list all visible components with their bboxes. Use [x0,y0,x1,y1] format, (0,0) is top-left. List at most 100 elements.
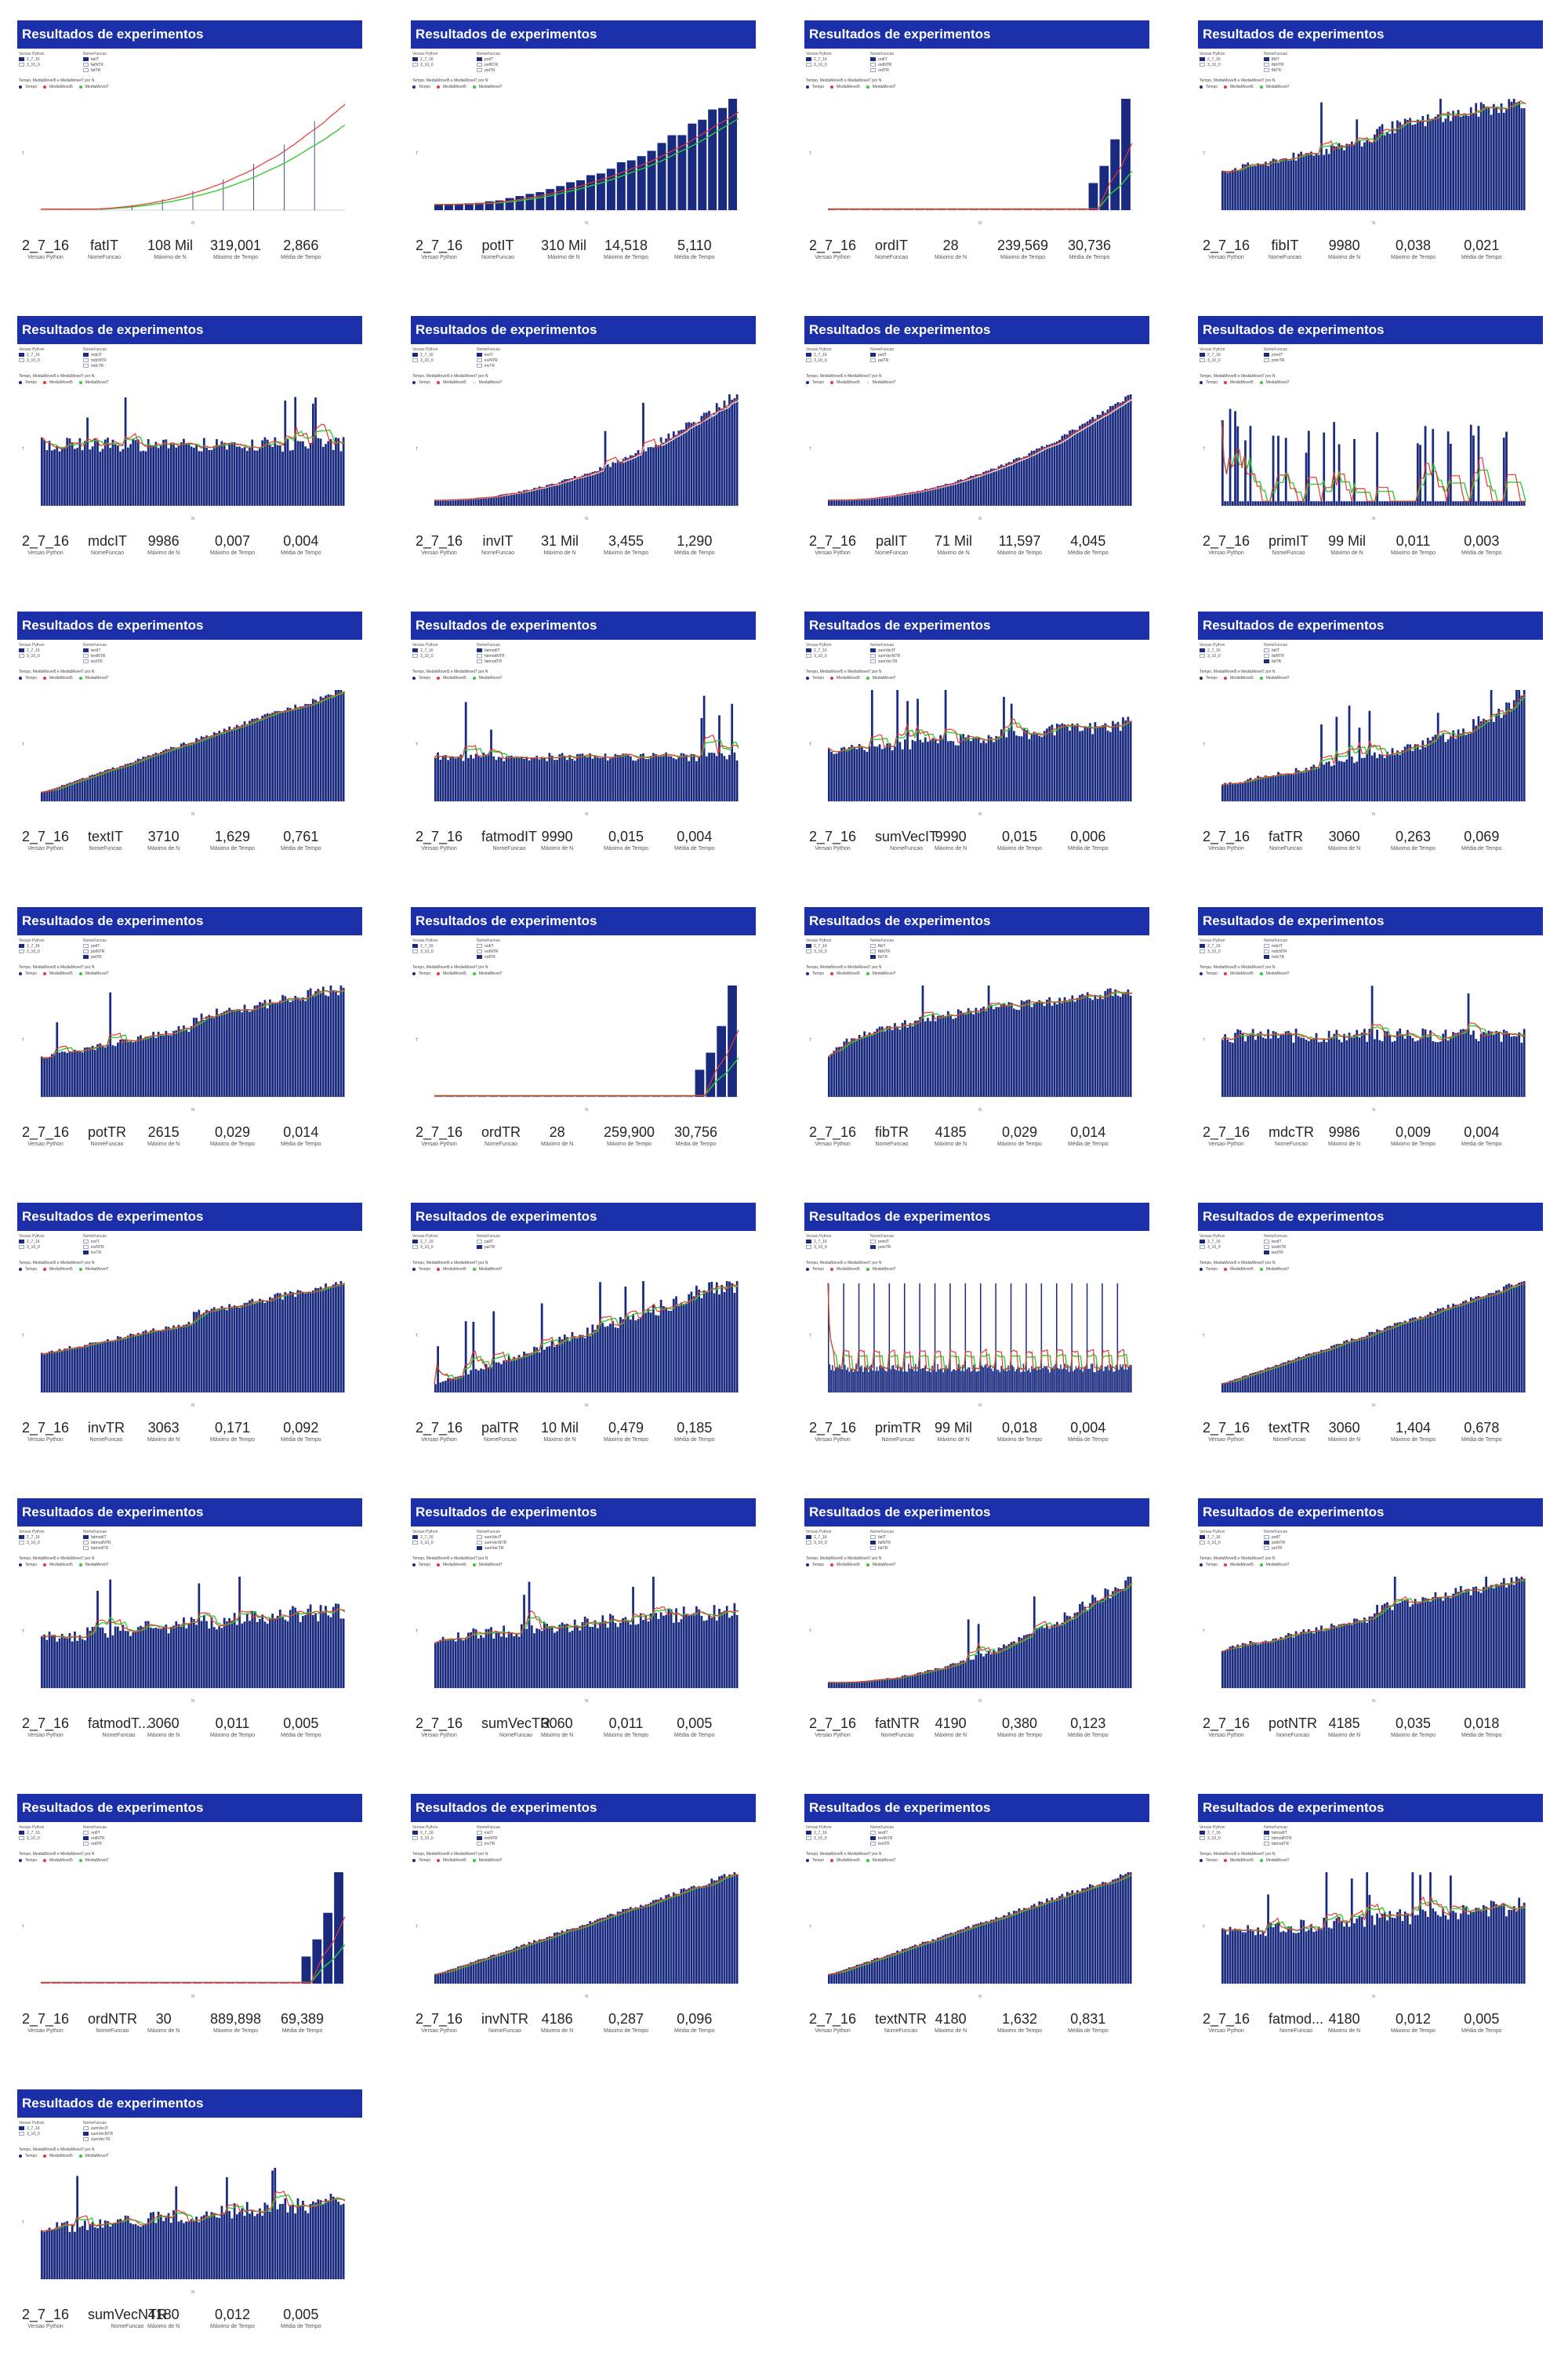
bar[interactable] [304,704,307,801]
bar[interactable] [597,471,599,506]
bar[interactable] [249,448,251,506]
bar[interactable] [330,986,332,1097]
bar[interactable] [857,1371,858,1392]
bar[interactable] [147,2218,150,2279]
bar[interactable] [1480,1297,1483,1392]
bar[interactable] [975,1655,978,1688]
bar[interactable] [902,750,904,801]
bar[interactable] [188,2222,191,2279]
bar[interactable] [1353,1339,1356,1392]
bar[interactable] [1480,1593,1483,1688]
bar[interactable] [683,753,685,801]
bar[interactable] [261,1003,263,1097]
bar[interactable] [1046,1899,1048,1984]
bar[interactable] [880,1365,881,1392]
version-option[interactable]: 2_7_16 [412,56,438,62]
bar[interactable] [170,1627,172,1688]
bar[interactable] [1302,1038,1305,1097]
bar[interactable] [691,754,693,801]
function-option[interactable]: sumVecNTR [83,2131,113,2136]
bar[interactable] [965,1661,967,1688]
bar[interactable] [1437,1598,1439,1688]
bar[interactable] [1277,1365,1279,1392]
bar[interactable] [701,416,703,506]
bar[interactable] [688,422,690,506]
bar[interactable] [1488,107,1490,210]
bar[interactable] [1302,155,1305,210]
bar[interactable] [718,715,720,801]
bar[interactable] [1061,1623,1063,1688]
bar[interactable] [528,490,531,506]
bar[interactable] [1250,165,1252,210]
checkbox-icon[interactable] [1200,1831,1205,1835]
bar[interactable] [945,1934,947,1984]
bar[interactable] [1345,1340,1348,1392]
bar[interactable] [949,741,952,801]
bar[interactable] [1091,734,1094,801]
bar[interactable] [127,1041,129,1097]
bar[interactable] [261,2216,263,2279]
bar[interactable] [109,1341,111,1392]
bar[interactable] [244,1004,246,1097]
bar[interactable] [1341,146,1343,210]
bar[interactable] [1079,995,1081,1097]
bar[interactable] [1025,1283,1026,1392]
bar[interactable] [1439,501,1442,506]
bar[interactable] [1267,501,1269,506]
bar[interactable] [655,1613,657,1688]
bar[interactable] [299,1622,302,1688]
bar[interactable] [485,1958,488,1984]
bar[interactable] [612,757,614,801]
bar[interactable] [109,993,111,1097]
bar[interactable] [670,1311,673,1392]
bar[interactable] [1094,1887,1097,1984]
function-option[interactable]: fatmodNTR [83,1540,111,1545]
bar[interactable] [634,1320,637,1392]
bar[interactable] [1120,1875,1122,1984]
bar[interactable] [56,1022,58,1097]
bar[interactable] [1493,104,1495,210]
bar[interactable] [568,479,571,506]
bar[interactable] [1269,162,1272,210]
bar[interactable] [894,1023,896,1097]
bar[interactable] [84,441,86,506]
bar[interactable] [1110,1364,1111,1392]
bar[interactable] [1511,1910,1513,1984]
bar[interactable] [201,1621,203,1688]
bar[interactable] [79,1051,82,1097]
bar[interactable] [1312,1633,1315,1688]
bar[interactable] [960,1011,962,1097]
bar[interactable] [902,1023,904,1097]
bar[interactable] [234,1613,236,1688]
bar[interactable] [84,779,86,801]
bar[interactable] [49,1057,51,1097]
bar[interactable] [1445,501,1447,506]
bar[interactable] [698,1290,700,1392]
bar[interactable] [244,1621,246,1688]
bar[interactable] [619,1317,622,1392]
bar[interactable] [1427,1315,1429,1392]
bar[interactable] [1330,1929,1333,1984]
function-option[interactable]: invTR [83,1250,107,1255]
bar[interactable] [1056,724,1058,801]
function-option[interactable]: invTR [477,1841,500,1846]
bar[interactable] [962,1661,964,1688]
bar[interactable] [1293,501,1295,506]
bar[interactable] [1392,501,1394,506]
bar[interactable] [1336,1030,1338,1097]
bar[interactable] [170,1036,172,1097]
bar[interactable] [64,1349,66,1392]
bar[interactable] [201,736,203,801]
bar[interactable] [1412,1872,1414,1984]
bar[interactable] [508,1632,510,1688]
bar[interactable] [463,1375,465,1392]
bar[interactable] [909,1369,910,1392]
bar[interactable] [579,1926,581,1984]
bar[interactable] [82,1052,84,1097]
bar[interactable] [135,440,137,506]
bar[interactable] [203,438,205,506]
bar[interactable] [1025,1635,1028,1688]
bar[interactable] [889,743,891,801]
bar[interactable] [993,1919,995,1984]
